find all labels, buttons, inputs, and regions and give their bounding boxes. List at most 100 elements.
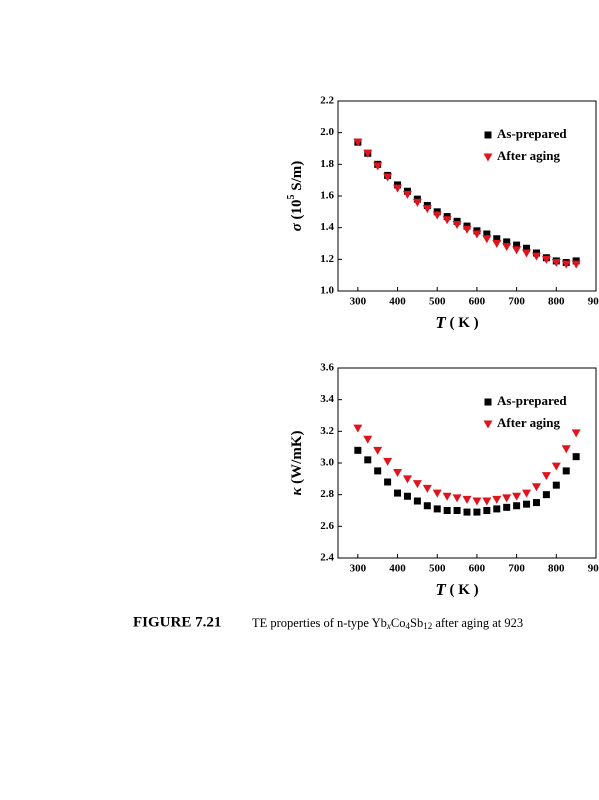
legend-label: As-prepared [497, 393, 567, 408]
point [523, 500, 531, 508]
y-tick-label: 1.4 [320, 221, 334, 233]
y-label-part: 5 [286, 194, 297, 199]
legend-marker [483, 153, 493, 162]
x-tick-label: 600 [469, 296, 486, 308]
y-axis-label: σ (105 S/m) [286, 161, 305, 232]
y-tick-label: 3.0 [320, 457, 334, 469]
point [383, 457, 393, 466]
y-tick-label: 3.2 [320, 425, 334, 437]
point [503, 503, 511, 511]
point [393, 184, 403, 193]
point [354, 446, 362, 454]
y-tick-label: 2.6 [320, 520, 334, 532]
legend-label: After aging [497, 148, 560, 163]
point [502, 243, 512, 252]
point [571, 260, 581, 269]
x-tick-label: 500 [429, 296, 446, 308]
point [482, 235, 492, 244]
point [502, 494, 512, 503]
legend-marker [484, 398, 492, 406]
point [363, 149, 373, 158]
point [472, 497, 482, 506]
x-axis-label: T ( K ) [435, 580, 478, 599]
x-label-part: T [435, 580, 446, 599]
y-tick-label: 1.2 [320, 253, 334, 265]
y-label-part: (W/mK) [289, 430, 305, 487]
x-label-part: ( K ) [446, 315, 479, 331]
caption-part: TE properties of n-type Yb [252, 616, 387, 630]
x-tick-label: 700 [508, 296, 525, 308]
x-label-part: ( K ) [446, 582, 479, 598]
x-axis-label: T ( K ) [435, 313, 478, 332]
caption-part: after aging at 923 [432, 616, 523, 630]
point [482, 497, 492, 506]
point [462, 495, 472, 504]
legend-marker [483, 420, 493, 429]
point [422, 205, 432, 214]
x-tick-label: 900 [588, 296, 599, 308]
x-tick-label: 300 [350, 296, 367, 308]
point [541, 472, 551, 481]
point [363, 435, 373, 444]
point [453, 507, 461, 514]
point [552, 481, 560, 489]
point [493, 235, 501, 243]
x-tick-label: 400 [389, 563, 406, 575]
y-tick-label: 3.4 [320, 393, 334, 405]
caption-label: FIGURE 7.21 [133, 614, 221, 630]
point [452, 221, 462, 229]
legend-label: As-prepared [497, 126, 567, 141]
y-tick-label: 2.8 [320, 488, 334, 500]
x-tick-label: 500 [429, 563, 446, 575]
point [522, 249, 532, 258]
x-label-part: T [435, 313, 446, 332]
y-tick-label: 1.6 [320, 190, 334, 202]
caption-text: TE properties of n-type YbxCo4Sb12 after… [252, 616, 523, 631]
x-tick-label: 800 [548, 296, 565, 308]
point [442, 492, 452, 501]
point [572, 453, 580, 461]
point [442, 216, 452, 225]
y-axis-label: κ (W/mK) [289, 430, 305, 495]
point [531, 252, 541, 261]
point [402, 475, 412, 484]
caption-sub: 12 [423, 621, 432, 631]
point [483, 230, 491, 238]
point [493, 505, 501, 513]
point [551, 462, 561, 471]
point [483, 507, 491, 514]
x-tick-label: 600 [469, 563, 486, 575]
point [402, 190, 412, 199]
point [492, 495, 502, 504]
point [353, 424, 363, 433]
point [522, 489, 532, 498]
point [551, 259, 561, 267]
y-label-part: κ [289, 487, 305, 496]
y-tick-label: 2.0 [320, 126, 334, 138]
point [412, 198, 422, 207]
point [413, 497, 421, 505]
y-tick-label: 2.4 [320, 552, 334, 564]
y-tick-label: 1.0 [320, 285, 334, 297]
y-tick-label: 2.2 [320, 95, 334, 107]
point [523, 244, 531, 252]
point [463, 508, 471, 516]
point [412, 480, 422, 489]
point [512, 492, 522, 501]
point [561, 445, 571, 454]
y-label-part: σ [289, 222, 305, 231]
point [433, 505, 441, 513]
point [403, 492, 411, 500]
point [513, 241, 521, 249]
point [373, 162, 383, 171]
point [432, 489, 442, 498]
y-tick-label: 1.8 [320, 158, 334, 170]
x-tick-label: 900 [588, 563, 599, 575]
x-tick-label: 400 [389, 296, 406, 308]
point [364, 456, 372, 464]
point [492, 240, 502, 248]
x-tick-label: 700 [508, 563, 525, 575]
caption-part: Sb [410, 616, 423, 630]
